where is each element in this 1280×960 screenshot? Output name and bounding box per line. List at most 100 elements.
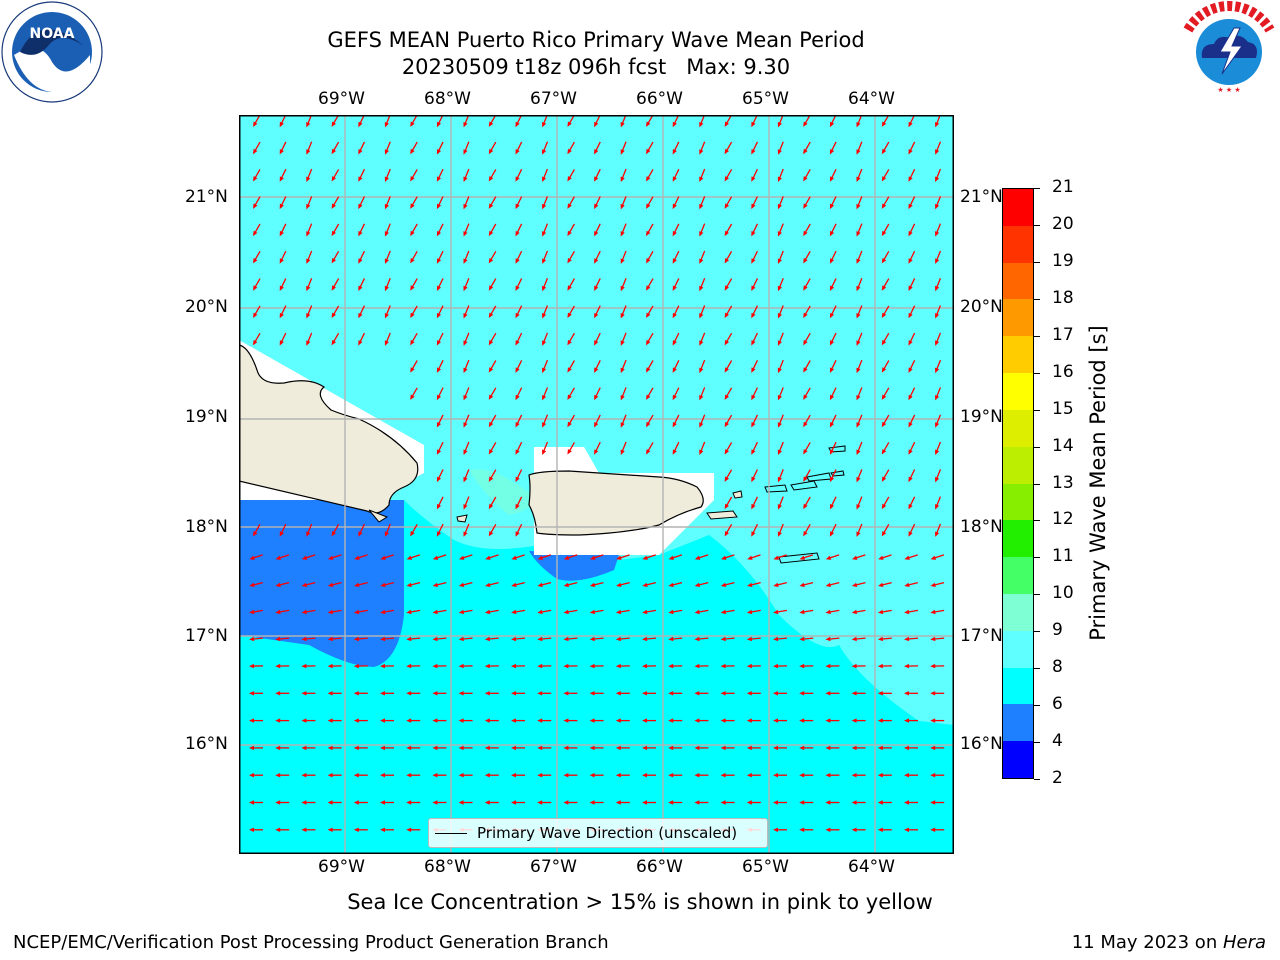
wave-arrow-head	[620, 121, 625, 128]
colorbar-tick-mark	[1034, 188, 1040, 189]
wave-arrow-head	[511, 636, 517, 642]
wave-arrow-head	[935, 449, 940, 456]
wave-arrow-head	[724, 339, 730, 346]
wave-arrow-head	[672, 285, 677, 291]
wave-arrow-head	[275, 691, 281, 696]
wave-arrow-head	[773, 609, 779, 615]
wave-arrow-head	[279, 312, 284, 319]
wave-arrow-head	[542, 285, 547, 292]
wave-arrow-head	[515, 422, 520, 428]
wave-arrow-head	[642, 745, 647, 751]
wave-arrow-head	[825, 555, 832, 560]
colorbar-tick-mark	[1034, 520, 1040, 522]
bottom-lon-label: 66°W	[636, 857, 683, 877]
wave-arrow-head	[751, 203, 756, 210]
wave-arrow-head	[724, 121, 730, 127]
wave-arrow-head	[699, 449, 704, 456]
wave-arrow-head	[436, 258, 442, 264]
wave-arrow-head	[877, 773, 883, 778]
wave-arrow-head	[904, 800, 909, 805]
wave-arrow-head	[537, 663, 543, 669]
wave-arrow-head	[331, 121, 337, 127]
wave-arrow-head	[930, 663, 936, 669]
wave-arrow-head	[829, 340, 835, 346]
wave-arrow-head	[567, 121, 572, 127]
colorbar-tick-mark	[1034, 705, 1040, 707]
wave-arrow-head	[463, 203, 468, 210]
bottom-lon-label: 65°W	[742, 857, 789, 877]
colorbar	[1002, 188, 1034, 779]
wave-arrow-head	[646, 339, 651, 346]
wave-arrow-head	[803, 530, 808, 537]
wave-arrow-head	[777, 258, 782, 264]
wave-arrow-head	[484, 663, 490, 669]
wave-arrow-head	[279, 121, 284, 128]
wave-arrow-head	[301, 827, 307, 832]
wave-arrow-head	[777, 340, 782, 346]
wave-arrow-head	[777, 476, 782, 483]
wave-arrow-head	[930, 745, 936, 751]
wave-arrow-head	[249, 827, 254, 832]
wave-arrow-head	[851, 609, 858, 615]
wave-arrow-head	[851, 663, 857, 669]
wave-arrow-head	[488, 285, 494, 291]
footer-date: 11 May 2023 on Hera	[1072, 932, 1266, 953]
wave-arrow-head	[567, 230, 572, 237]
wave-arrow-head	[777, 231, 782, 237]
wave-arrow-head	[672, 422, 677, 428]
wave-arrow-head	[694, 582, 701, 587]
wave-arrow-head	[436, 503, 442, 510]
wave-arrow-head	[301, 609, 307, 615]
wave-arrow-head	[353, 827, 359, 832]
wave-arrow-head	[694, 800, 700, 805]
wave-arrow-head	[380, 609, 386, 615]
wave-arrow-head	[724, 367, 730, 373]
wave-arrow-head	[358, 285, 363, 291]
colorbar-segment	[1003, 557, 1033, 594]
wave-arrow-head	[856, 285, 861, 292]
wave-arrow-head	[672, 203, 677, 210]
wave-arrow-head	[279, 230, 284, 237]
wave-arrow-head	[488, 203, 494, 209]
colorbar-tick-label: 16	[1052, 361, 1074, 382]
wave-arrow-head	[803, 339, 808, 346]
wave-arrow-head	[773, 636, 779, 642]
wave-arrow-head	[406, 691, 412, 696]
wave-arrow-head	[511, 691, 516, 696]
colorbar-tick-mark	[1034, 335, 1040, 337]
wave-arrow-head	[803, 367, 808, 373]
wave-arrow-head	[301, 718, 307, 723]
wave-arrow-head	[380, 718, 385, 723]
wave-arrow-head	[724, 421, 730, 428]
colorbar-tick-label: 14	[1052, 435, 1074, 456]
wave-arrow-head	[511, 800, 516, 805]
wave-arrow-head	[908, 503, 913, 510]
wave-arrow-head	[594, 203, 599, 210]
left-lat-label: 16°N	[185, 734, 228, 754]
wave-arrow-head	[646, 394, 651, 400]
wave-arrow-head	[799, 663, 805, 669]
wave-arrow-head	[672, 394, 677, 401]
map-frame	[239, 115, 954, 854]
wave-arrow-head	[877, 663, 883, 669]
wave-arrow-head	[935, 176, 940, 183]
wave-arrow-head	[306, 340, 311, 346]
colorbar-tick-label: 4	[1052, 731, 1063, 752]
wave-arrow-head	[799, 718, 805, 723]
wave-arrow-head	[746, 800, 752, 805]
colorbar-segment	[1003, 741, 1033, 778]
wave-arrow-head	[463, 340, 468, 346]
period-4-6-region	[239, 500, 404, 667]
colorbar-tick-mark	[1034, 298, 1040, 300]
wave-arrow-head	[935, 367, 940, 374]
wave-arrow-head	[856, 394, 861, 401]
wave-arrow-head	[777, 313, 782, 319]
wave-arrow-head	[301, 582, 308, 587]
wave-arrow-head	[646, 367, 651, 373]
wave-arrow-head	[327, 555, 334, 560]
wave-arrow-head	[746, 636, 753, 642]
wave-arrow-head	[616, 582, 622, 587]
wave-arrow-head	[384, 531, 389, 537]
wave-arrow-head	[881, 367, 887, 373]
wave-arrow-head	[594, 422, 599, 428]
